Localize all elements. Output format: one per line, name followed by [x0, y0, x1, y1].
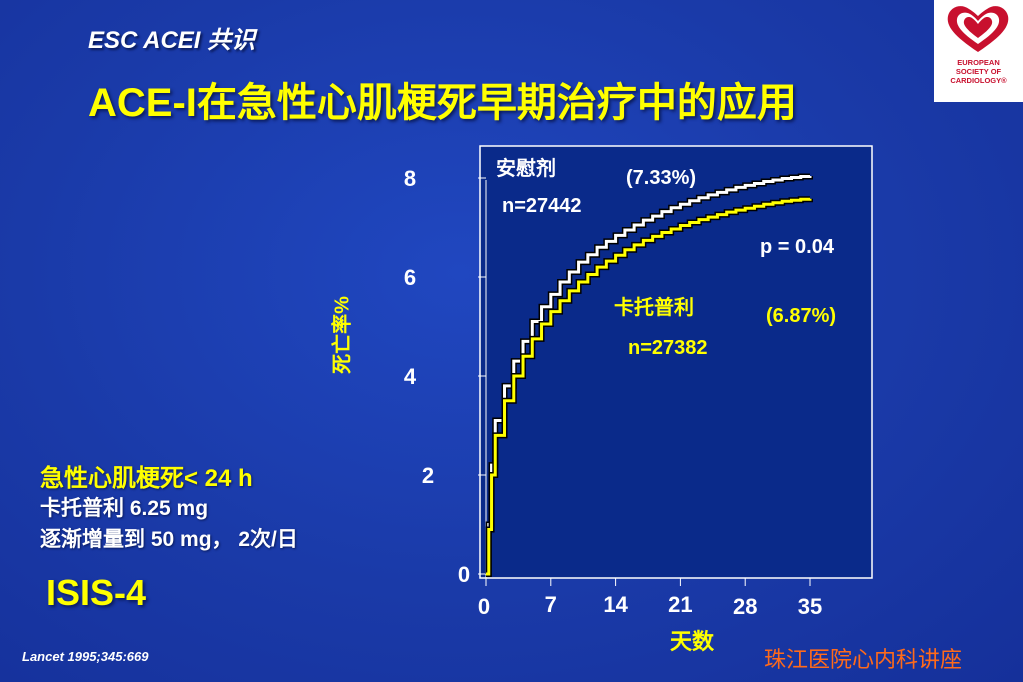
- x-axis-label: 天数: [670, 629, 715, 654]
- y-tick-label: 0: [458, 562, 470, 587]
- p-value: p = 0.04: [760, 236, 835, 258]
- plot-area: [479, 145, 873, 579]
- trial-name: ISIS-4: [46, 572, 147, 613]
- slide-title: ACE-I在急性心肌梗死早期治疗中的应用: [88, 81, 797, 125]
- placebo-n: n=27442: [502, 195, 582, 217]
- series-layer: [485, 173, 813, 577]
- x-tick-label: 0: [478, 594, 490, 619]
- x-tick-label: 14: [603, 592, 628, 617]
- captopril-pct: (6.87%): [766, 305, 836, 327]
- y-axis-label: 死亡率%: [331, 296, 354, 374]
- placebo-name: 安慰剂: [496, 156, 556, 180]
- x-tick-label: 35: [798, 594, 822, 619]
- y-tick-label: 8: [404, 166, 416, 191]
- y-tick-label: 2: [422, 463, 434, 488]
- y-tick-label: 6: [404, 265, 416, 290]
- captopril-curve: [486, 197, 812, 576]
- slide-kicker: ESC ACEI 共识: [88, 27, 256, 54]
- logo-wordmark: EUROPEAN SOCIETY OF CARDIOLOGY®: [950, 58, 1007, 85]
- indication-note: 急性心肌梗死< 24 h: [40, 465, 253, 492]
- y-tick-label: 4: [404, 364, 417, 389]
- titration-note: 逐渐增量到 50 mg， 2次/日: [40, 528, 298, 551]
- x-tick-label: 28: [733, 594, 757, 619]
- captopril-name: 卡托普利: [614, 295, 694, 319]
- axis-ticks: [478, 177, 811, 586]
- esc-logo: EUROPEAN SOCIETY OF CARDIOLOGY®: [934, 0, 1023, 102]
- heart-logo-icon: [947, 6, 1009, 53]
- footer-caption: 珠江医院心内科讲座: [764, 648, 963, 673]
- tick-labels: 0 2 4 6 8 0 7 14 21 28 35: [404, 166, 822, 619]
- x-tick-label: 21: [668, 592, 692, 617]
- citation: Lancet 1995;345:669: [22, 649, 149, 664]
- x-tick-label: 7: [545, 592, 557, 617]
- dose-note: 卡托普利 6.25 mg: [40, 497, 209, 520]
- captopril-n: n=27382: [628, 337, 708, 359]
- placebo-pct: (7.33%): [626, 167, 696, 189]
- placebo-curve: [486, 175, 812, 576]
